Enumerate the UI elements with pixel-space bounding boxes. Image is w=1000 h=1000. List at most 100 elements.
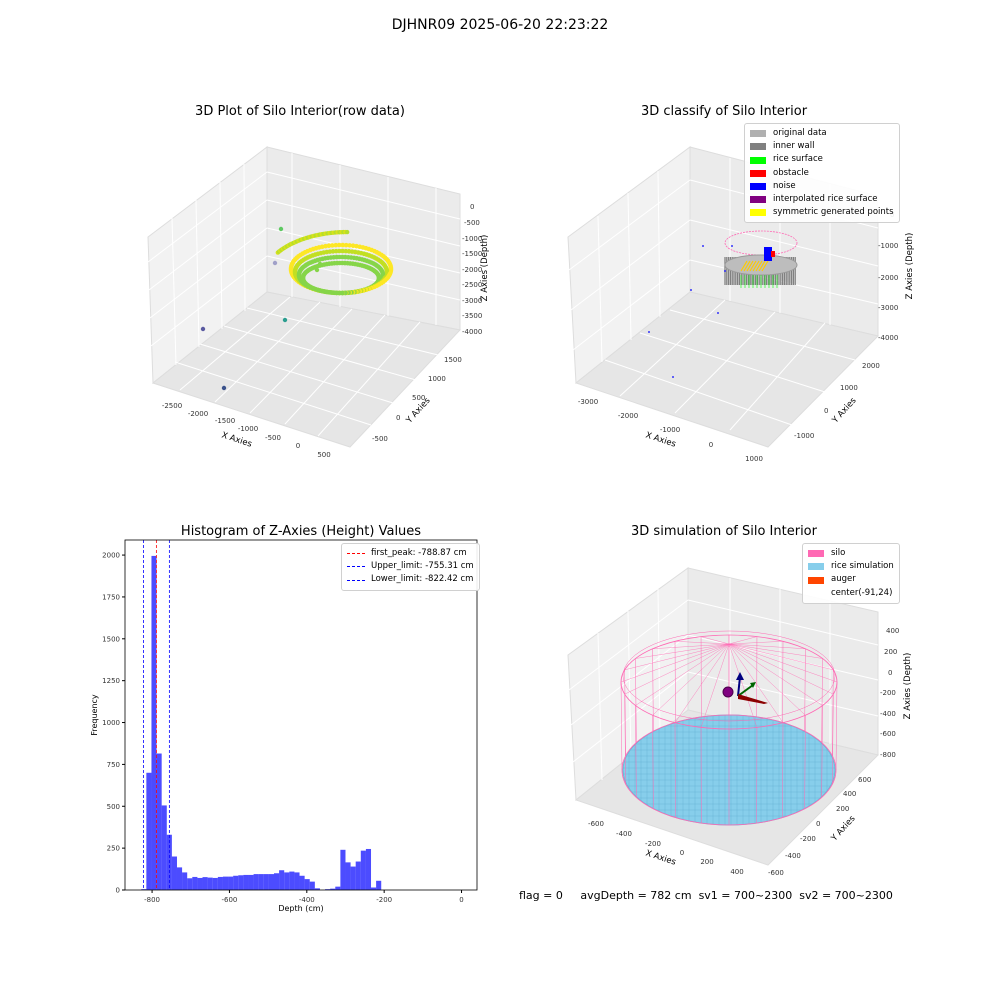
noise-point [672, 376, 674, 378]
silo-roof-line [652, 643, 730, 649]
p4-xlabel: X Axies [644, 848, 677, 867]
outlier-point [200, 326, 206, 332]
histogram-bar [238, 875, 244, 890]
histogram-bar [161, 805, 167, 890]
panel3-legend: first_peak: -788.87 cm Upper_limit: -755… [341, 543, 480, 591]
histogram-bar [146, 772, 152, 890]
data-point [323, 243, 328, 249]
legend-swatch [808, 563, 824, 571]
histogram-bar [202, 877, 208, 890]
noise-cluster [764, 247, 772, 261]
p1-xtick: -2000 [188, 410, 208, 418]
histogram-bars [141, 555, 382, 890]
histogram-bar [340, 849, 346, 890]
p4-xtick: 400 [730, 868, 743, 876]
p4-xtick: 0 [680, 849, 684, 857]
histogram-bar [274, 873, 280, 890]
y-tick-label: 750 [107, 761, 120, 769]
histogram-reference-lines [143, 540, 170, 890]
histogram-bar [345, 862, 351, 890]
p4-xtick: -400 [616, 830, 632, 838]
panel1-y-ticks: -500 0 500 1000 1500 [372, 356, 462, 443]
outlier-point [317, 261, 323, 267]
p4-ytick: 200 [836, 805, 849, 813]
legend-swatch [808, 590, 824, 597]
panel3-histogram: -800 -600 -400 -200 0 0 250 500 750 1000 1250 1500… [90, 539, 478, 913]
auger-z-arrow [737, 676, 741, 697]
silo-roof-line [728, 643, 823, 706]
histogram-bar [182, 872, 188, 890]
noise-point [702, 245, 704, 247]
p1-ztick: -2000 [462, 266, 482, 274]
p4-ytick: -600 [768, 869, 784, 877]
data-point [330, 243, 335, 248]
panel4-3d-simulation: -600 -400 -200 0 200 400 X Axies -600 -4… [567, 567, 913, 877]
histogram-x-ticks: -800 -600 -400 -200 0 [144, 890, 464, 904]
p4-zlabel: Z Axies (Depth) [903, 653, 913, 720]
legend-item: noise [750, 180, 894, 193]
symmetric-point [752, 260, 760, 272]
figure-title: DJHNR09 2025-06-20 22:23:22 [391, 17, 609, 33]
histogram-bar [365, 848, 372, 890]
p4-ytick: 400 [843, 790, 856, 798]
p4-xtick: 200 [700, 858, 713, 866]
p1-ztick: -3500 [462, 312, 482, 320]
silo-roof-line [728, 641, 784, 645]
silo-roof-line [728, 643, 834, 671]
panel1-title: 3D Plot of Silo Interior(row data) [195, 104, 405, 119]
symmetric-point [758, 260, 766, 272]
histogram-bar [299, 875, 305, 890]
y-tick-label: 500 [107, 803, 120, 811]
y-tick-label: 1000 [102, 719, 120, 727]
p1-ytick: 1000 [428, 375, 446, 383]
panel3-title: Histogram of Z-Axies (Height) Values [180, 524, 422, 539]
sv2-value: sv2 = 700~2300 [799, 889, 893, 902]
histogram-bar [217, 876, 223, 890]
p4-xtick: -200 [645, 840, 661, 848]
symmetric-point [755, 260, 763, 272]
p1-ytick: 0 [396, 414, 400, 422]
histogram-bar [141, 889, 147, 890]
histogram-bar [197, 877, 203, 890]
p2-ztick: -1000 [878, 242, 898, 250]
histogram-bar [309, 881, 315, 890]
panel1-3d-scatter: -2500 -2000 -1500 -1000 -500 0 500 X Axi… [147, 145, 490, 459]
silo-roof-line [652, 643, 730, 716]
silo-roof-line [674, 641, 730, 645]
silo-roof-line [728, 643, 784, 723]
silo-wall-line [804, 715, 806, 809]
symmetric-point [740, 260, 748, 272]
silo-wall-line [782, 722, 784, 818]
silo-wall-line [652, 648, 654, 732]
silo-wall-line [821, 705, 823, 798]
p1-xtick: 500 [317, 451, 330, 459]
silo-wall-line [635, 705, 637, 798]
silo-wall-line [782, 641, 784, 723]
silo-roof-line [728, 643, 806, 649]
legend-label: original data [773, 128, 827, 138]
p1-ztick: -2500 [462, 281, 482, 289]
silo-roof-line [700, 643, 730, 728]
noise-point [717, 312, 719, 314]
p4-ytick: -200 [800, 835, 816, 843]
silo-wireframe [620, 630, 838, 826]
data-point [337, 248, 342, 254]
histogram-bar [258, 874, 264, 890]
histogram-bar [360, 850, 366, 890]
legend-label: silo [831, 548, 846, 558]
p2-xtick: -2000 [618, 412, 638, 420]
histogram-bar [284, 872, 290, 890]
legend-label: inner wall [773, 141, 815, 152]
histogram-bar [376, 880, 382, 890]
p4-ztick: 0 [888, 669, 892, 677]
noise-point [648, 331, 650, 333]
data-point [380, 271, 386, 277]
silo-wall-line [832, 669, 834, 756]
outlier-point [314, 267, 320, 273]
histogram-bar [371, 887, 377, 890]
auger-marker [722, 672, 768, 704]
p1-xtick: -500 [265, 434, 281, 442]
histogram-bar [268, 874, 275, 890]
symmetric-point [746, 260, 754, 272]
panel2-classified-points [648, 230, 798, 378]
